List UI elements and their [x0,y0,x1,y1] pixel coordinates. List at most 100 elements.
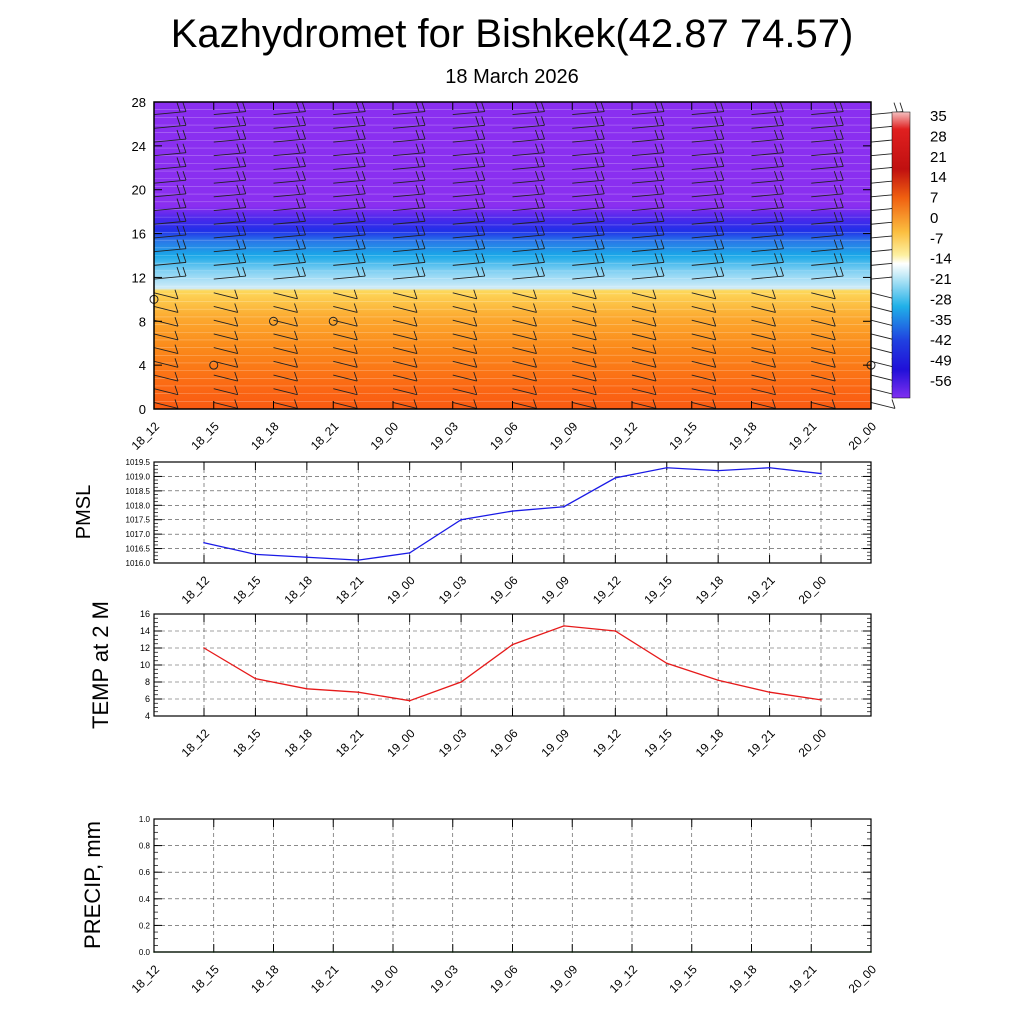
wind-barb [691,239,725,253]
x-tick-label: 19_12 [607,419,641,453]
y-tick-label: 4 [145,711,150,721]
data-point [408,699,411,702]
wind-barb [273,253,306,266]
y-tick-label: 16 [140,609,150,619]
y-tick-label: 8 [139,314,146,329]
wind-barb [392,253,426,266]
x-tick-label: 19_03 [436,573,470,607]
wind-barb [333,157,366,170]
data-point [357,559,360,561]
wind-barb [452,170,486,184]
wind-barb [213,303,239,313]
wind-barb [452,102,486,116]
wind-barb [273,385,298,396]
x-tick-label: 19_15 [641,726,675,760]
wind-barb [153,303,179,313]
wind-barb [452,358,478,368]
wind-barb [631,399,657,409]
wind-barb [811,143,844,157]
wind-barb [213,330,239,341]
wind-barb [811,399,836,409]
wind-barb [631,239,665,253]
wind-barb [213,317,239,327]
wind-barb [811,266,844,280]
y-axis-label: TEMP at 2 M [88,601,113,729]
wind-barb [392,198,426,211]
colorbar-label: -21 [930,271,952,288]
y-tick-label: 0.8 [139,842,151,851]
colorbar-label: 35 [930,108,947,125]
wind-barb [811,330,836,341]
heatmap-field [154,102,871,409]
data-point [511,510,514,512]
wind-barb [572,371,597,382]
x-tick-label: 19_15 [641,573,675,607]
wind-barb [392,385,418,396]
x-tick-label: 19_15 [666,419,700,453]
wind-barb [273,303,298,313]
wind-barb [512,198,545,211]
wind-barb [333,371,358,382]
wind-barb [512,143,545,157]
wind-barb [213,184,247,198]
x-tick-label: 19_15 [666,962,700,996]
y-tick-label: 8 [145,677,150,687]
x-tick-label: 19_06 [487,726,521,760]
wind-barb [273,143,306,157]
wind-barb [751,399,776,409]
x-tick-label: 19_18 [693,573,727,607]
x-tick-label: 18_15 [188,962,222,996]
wind-barb [751,303,776,313]
wind-barb [512,385,537,396]
wind-barb [691,385,717,396]
contour-line [153,162,872,165]
wind-barb [751,317,776,327]
data-point [717,679,719,682]
wind-barb [153,344,179,355]
wind-barb [153,358,179,368]
x-tick-label: 20_00 [846,419,880,453]
wind-barb [691,170,725,184]
wind-barb [392,239,426,253]
wind-barb [452,344,478,355]
y-tick-label: 1016.0 [126,559,151,568]
wind-barb [153,266,187,280]
wind-barb [572,399,597,409]
data-point [306,556,308,559]
wind-barb [333,116,366,129]
x-tick-label: 18_21 [333,726,367,760]
wind-barb [751,129,784,143]
data-point [408,552,411,554]
x-tick-label: 19_09 [547,962,581,996]
wind-barb [153,289,179,300]
wind-barb [273,239,306,253]
wind-barb [811,385,836,396]
data-point [820,472,822,475]
wind-barb [751,358,776,368]
wind-barb [870,330,896,341]
chart-subtitle: 18 March 2026 [445,66,579,88]
x-tick-label: 19_09 [539,726,573,760]
wind-barb [512,212,545,225]
wind-barb [512,317,537,327]
wind-barb [572,239,605,253]
x-tick-label: 19_21 [744,573,778,607]
wind-barb [333,225,366,239]
data-point [563,505,565,508]
wind-barb [452,266,486,280]
wind-barb [153,170,187,184]
wind-barb [333,143,366,157]
plot-frame [153,461,872,564]
wind-barb [213,116,247,129]
data-point [665,662,668,665]
data-point [203,542,205,544]
wind-barb [273,116,306,129]
wind-barb [512,184,545,198]
wind-barb [213,239,247,253]
wind-barb [811,371,836,382]
wind-barb [870,385,896,396]
wind-barb [811,157,844,170]
wind-barb [392,212,426,225]
x-tick-label: 19_06 [487,419,521,453]
